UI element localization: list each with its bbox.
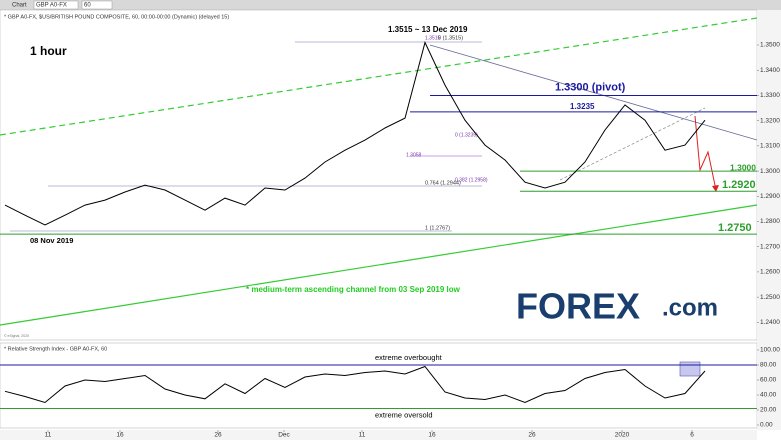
- y-tick-label: 1.2600: [760, 269, 780, 276]
- series-line: [4, 365, 706, 404]
- fib-label: 0 (1.3235): [455, 132, 478, 138]
- toolbar-title: Chart: [12, 3, 27, 9]
- x-tick-label: 2020: [615, 432, 630, 439]
- channel-upper: [0, 17, 758, 136]
- rsi-title: * Relative Strength Index - GBP A0-FX, 6…: [4, 346, 107, 352]
- logo-suffix: .com: [662, 294, 718, 321]
- y-tick-label: 60.00: [760, 377, 777, 384]
- support-trendline: [559, 107, 706, 181]
- peak-note: 1.3515 ~ 13 Dec 2019: [388, 25, 468, 34]
- x-tick-label: 11: [45, 432, 52, 439]
- y-tick-label: 1.3500: [760, 42, 780, 49]
- fib-label: 0 (1.3515): [438, 35, 463, 41]
- header: * GBP A0-FX, $US/BRITISH POUND COMPOSITE…: [4, 14, 229, 20]
- timeframe: 1 hour: [30, 44, 67, 58]
- level-label: 1.2920: [722, 179, 756, 191]
- x-tick-label: 26: [214, 432, 222, 439]
- y-tick-label: 0.00: [760, 422, 773, 429]
- fib-label: 0.764 (1.2944): [425, 180, 461, 186]
- trendline: [429, 44, 758, 141]
- symbol-box[interactable]: [33, 0, 79, 10]
- x-tick-label: Dec: [278, 432, 290, 439]
- fib-label: 1 (1.2767): [425, 225, 450, 231]
- y-tick-label: 40.00: [760, 392, 777, 399]
- toolbar-interval[interactable]: 60: [84, 3, 91, 9]
- interval-box[interactable]: [81, 0, 113, 10]
- y-tick-label: 1.3300: [760, 92, 780, 99]
- y-tick-label: 1.2500: [760, 294, 780, 301]
- level-label: extreme oversold: [375, 410, 433, 419]
- x-tick-label: 11: [359, 432, 366, 439]
- rsi-box: [679, 361, 701, 377]
- x-tick-label: 16: [428, 432, 436, 439]
- fib-label: 1.3515: [425, 35, 441, 41]
- source-note: © eSignal, 2020: [4, 334, 29, 338]
- channel-note: * medium-term ascending channel from 03 …: [246, 285, 461, 294]
- level-label: 1.3235: [570, 102, 595, 111]
- x-tick-label: 16: [116, 432, 124, 439]
- toolbar-symbol[interactable]: GBP A0-FX: [36, 3, 67, 9]
- level-label: 1.2750: [718, 222, 752, 234]
- y-tick-label: 100.00: [760, 347, 780, 354]
- level-label: 1.3300 (pivot): [555, 81, 626, 93]
- logo-brand: FOREX: [516, 286, 640, 327]
- fib-label: 1.3058: [406, 152, 422, 158]
- x-tick-label: 26: [528, 432, 536, 439]
- y-tick-label: 1.3400: [760, 67, 780, 74]
- y-tick-label: 1.2800: [760, 218, 780, 225]
- toolbar: [0, 0, 781, 10]
- y-tick-label: 80.00: [760, 362, 777, 369]
- y-tick-label: 1.3200: [760, 117, 780, 124]
- y-tick-label: 1.2700: [760, 243, 780, 250]
- y-tick-label: 1.3000: [760, 168, 780, 175]
- level-label: extreme overbought: [375, 353, 443, 362]
- fib-label: 0.382 (1.2958): [455, 177, 488, 183]
- arrow-head: [712, 185, 719, 192]
- y-tick-label: 1.2900: [760, 193, 780, 200]
- date-strip: [0, 430, 757, 440]
- channel-lower: [0, 204, 758, 326]
- low-note: 08 Nov 2019: [30, 236, 73, 245]
- y-tick-label: 1.2400: [760, 319, 780, 326]
- y-tick-label: 20.00: [760, 407, 777, 414]
- axis-strip: [757, 10, 781, 430]
- series-line: [4, 41, 706, 226]
- level-label: 1.3000: [730, 162, 756, 172]
- x-tick-label: 6: [690, 432, 694, 439]
- y-tick-label: 1.3100: [760, 143, 780, 150]
